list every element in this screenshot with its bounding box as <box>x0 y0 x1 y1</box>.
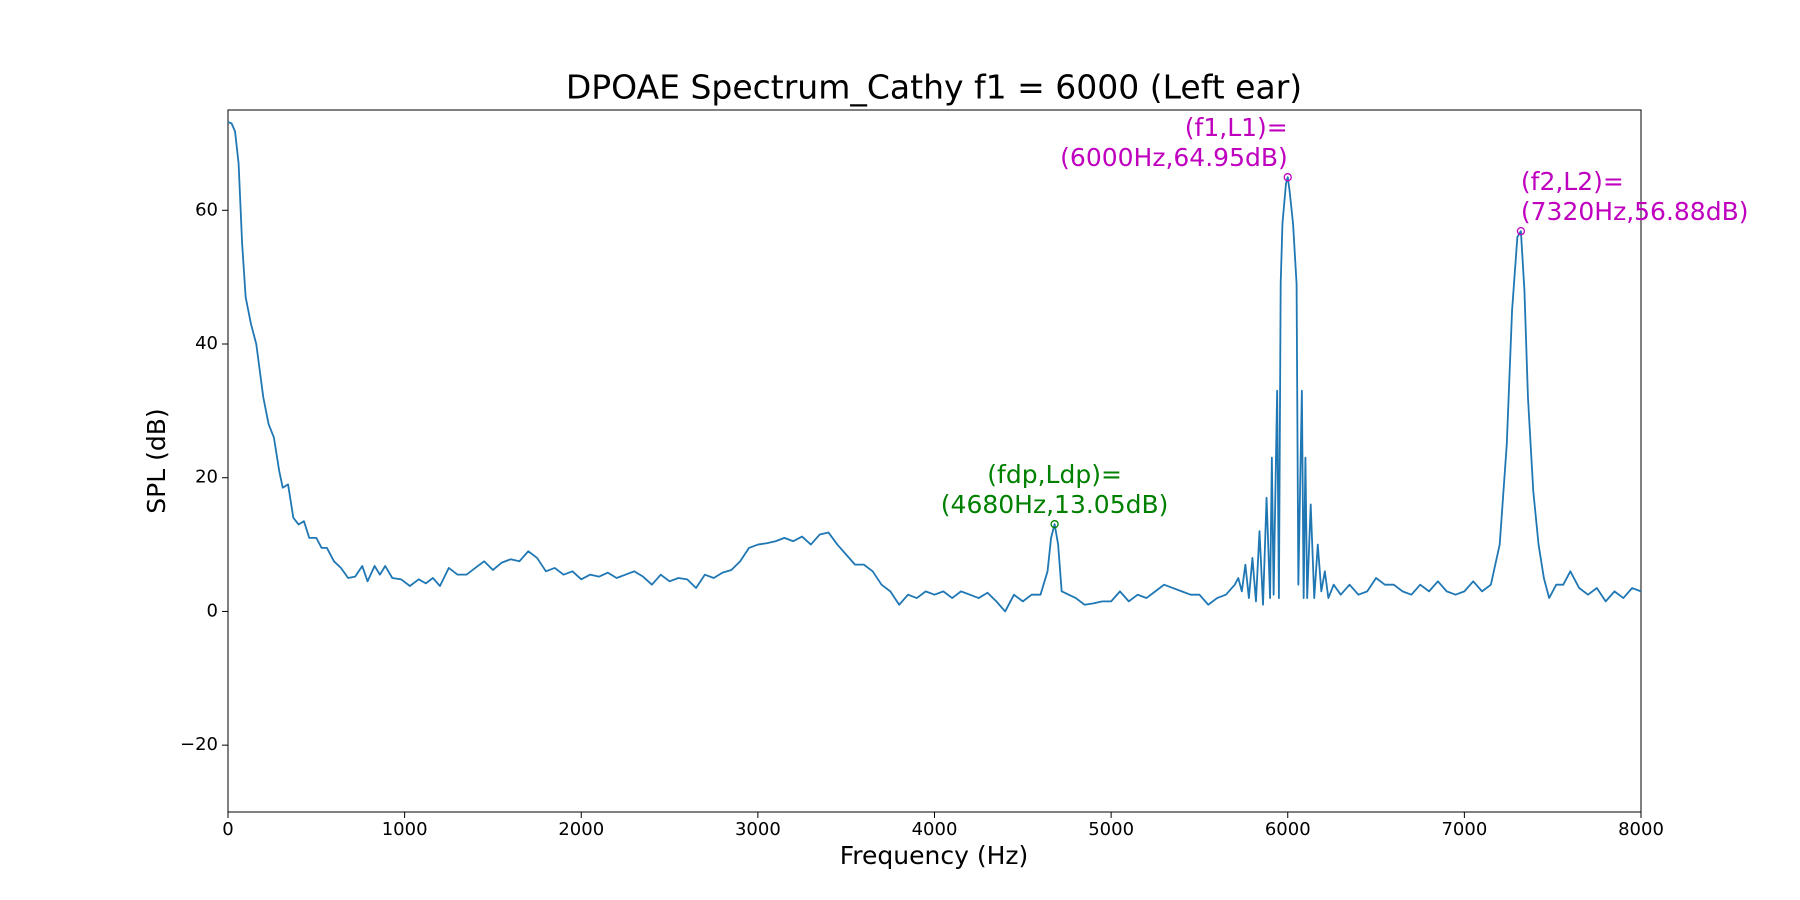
spectrum-line <box>227 121 1642 613</box>
annotation-label: (4680Hz,13.05dB) <box>941 490 1169 519</box>
annotation-marker <box>1516 226 1526 236</box>
annotation-label: (7320Hz,56.88dB) <box>1521 197 1749 226</box>
y-tick-label: 0 <box>207 600 218 621</box>
x-tick-label: 6000 <box>1265 819 1311 840</box>
annotation-label: (fdp,Ldp)= <box>987 460 1122 489</box>
chart-title: DPOAE Spectrum_Cathy f1 = 6000 (Left ear… <box>566 68 1302 107</box>
x-tick-label: 3000 <box>735 819 781 840</box>
x-tick-label: 1000 <box>382 819 428 840</box>
annotation-label: (f1,L1)= <box>1185 113 1288 142</box>
x-axis-label: Frequency (Hz) <box>840 841 1029 870</box>
annotation-marker <box>1283 173 1292 182</box>
plot-frame <box>227 109 1642 813</box>
y-tick-label: −20 <box>180 734 218 755</box>
y-tick-label: 60 <box>195 199 218 220</box>
annotation-label: (f2,L2)= <box>1521 167 1624 196</box>
x-tick-label: 2000 <box>558 819 604 840</box>
x-tick-label: 4000 <box>912 819 958 840</box>
y-tick-label: 20 <box>195 467 218 488</box>
annotation-label: (6000Hz,64.95dB) <box>1060 143 1288 172</box>
x-tick-label: 5000 <box>1088 819 1134 840</box>
annotation-marker <box>1050 520 1059 529</box>
x-tick-label: 8000 <box>1618 819 1664 840</box>
x-tick-label: 7000 <box>1441 819 1487 840</box>
x-tick-label: 0 <box>222 819 233 840</box>
y-tick-label: 40 <box>195 333 218 354</box>
y-axis-label: SPL (dB) <box>142 408 171 513</box>
